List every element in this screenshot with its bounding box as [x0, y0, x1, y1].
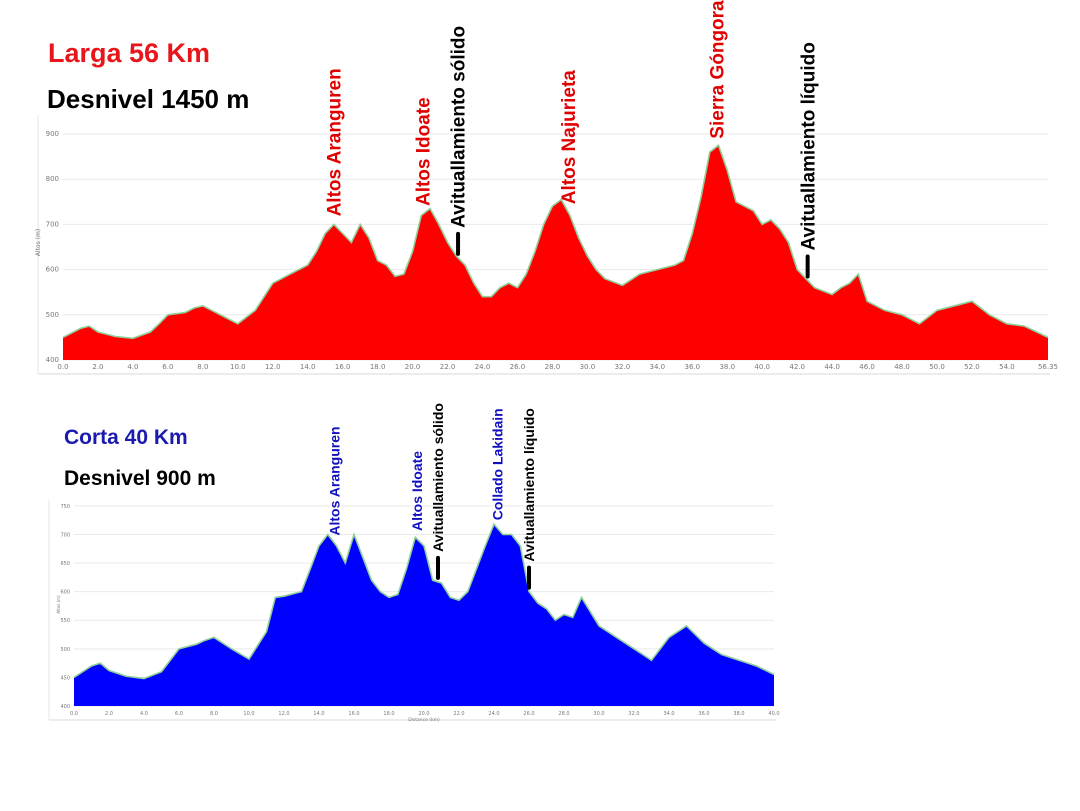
peak-label: Altos Aranguren [327, 426, 343, 535]
y-tick-label: 600 [60, 590, 70, 596]
x-tick-label: 28.0 [545, 363, 561, 371]
x-tick-label: 10.0 [243, 711, 254, 717]
y-axis-label: Altos (m) [35, 229, 42, 256]
peak-label: Sierra Góngora [707, 0, 728, 139]
peak-label: Altos Najurieta [559, 70, 580, 205]
x-tick-label: 26.0 [523, 711, 534, 717]
x-tick-label: 12.0 [265, 363, 281, 371]
y-tick-label: 500 [46, 311, 59, 319]
elevation-line [73, 522, 775, 680]
y-tick-label: 500 [60, 647, 70, 653]
x-tick-label: 20.0 [418, 711, 429, 717]
x-tick-label: 32.0 [628, 711, 639, 717]
y-tick-label: 450 [60, 675, 70, 681]
x-tick-label: 26.0 [510, 363, 526, 371]
x-tick-label: 2.0 [105, 711, 113, 717]
peak-label: Altos Aranguren [325, 68, 346, 216]
x-tick-label: 54.0 [999, 363, 1015, 371]
peak-label: Collado Lakidain [489, 408, 505, 520]
x-tick-label: 0.0 [57, 363, 68, 371]
x-tick-label: 8.0 [197, 363, 208, 371]
peak-label: Altos Idoate [414, 97, 435, 206]
x-tick-label: 50.0 [929, 363, 945, 371]
y-tick-label: 550 [60, 618, 70, 624]
y-axis-label: Altos (m) [56, 595, 61, 614]
x-tick-label: 22.0 [440, 363, 456, 371]
elevation-area [63, 145, 1048, 360]
x-tick-label: 18.0 [370, 363, 386, 371]
y-tick-label: 750 [60, 504, 70, 510]
elevation-area [74, 524, 774, 706]
x-tick-label: 14.0 [313, 711, 324, 717]
x-tick-label: 44.0 [824, 363, 840, 371]
y-tick-label: 650 [60, 561, 70, 567]
x-tick-label: 22.0 [453, 711, 464, 717]
elevation-line [62, 143, 1049, 340]
y-tick-label: 800 [46, 175, 59, 183]
y-tick-label: 400 [46, 356, 59, 364]
x-tick-label: 6.0 [162, 363, 173, 371]
x-tick-label: 30.0 [580, 363, 596, 371]
x-tick-label: 8.0 [210, 711, 218, 717]
y-tick-label: 400 [60, 704, 70, 710]
x-tick-label: 4.0 [140, 711, 148, 717]
short-route-elevation-gain: Desnivel 900 m [64, 467, 216, 490]
supply-point-label: Avituallamiento sólido [430, 403, 446, 552]
x-tick-label: 48.0 [894, 363, 910, 371]
x-tick-label: 4.0 [127, 363, 138, 371]
x-tick-label: 16.0 [335, 363, 351, 371]
x-tick-label: 0.0 [70, 711, 78, 717]
long-route-title: Larga 56 Km [48, 38, 211, 68]
supply-point-label: Avituallamiento líquido [521, 408, 537, 562]
x-tick-label: 20.0 [405, 363, 421, 371]
x-tick-label: 40.0 [754, 363, 770, 371]
y-tick-label: 700 [60, 532, 70, 538]
x-tick-label: 36.0 [684, 363, 700, 371]
x-tick-label: 28.0 [558, 711, 569, 717]
supply-point-label: Avituallamiento líquido [798, 42, 819, 250]
y-tick-label: 900 [46, 130, 59, 138]
x-tick-label: 36.0 [698, 711, 709, 717]
x-tick-label: 52.0 [964, 363, 980, 371]
x-tick-label: 38.0 [733, 711, 744, 717]
x-tick-label: 10.0 [230, 363, 246, 371]
long-route-elevation-gain: Desnivel 1450 m [47, 84, 250, 114]
y-tick-label: 600 [46, 266, 59, 274]
x-tick-label: 56.35 [1038, 363, 1058, 371]
x-tick-label: 14.0 [300, 363, 316, 371]
y-tick-label: 700 [46, 220, 59, 228]
x-axis-label: Distance (km) [408, 717, 440, 723]
x-tick-label: 32.0 [615, 363, 631, 371]
x-tick-label: 16.0 [348, 711, 359, 717]
short-route-title: Corta 40 Km [64, 426, 188, 449]
x-tick-label: 40.0 [768, 711, 779, 717]
peak-label: Altos Idoate [409, 451, 425, 531]
x-tick-label: 18.0 [383, 711, 394, 717]
supply-point-label: Avituallamiento sólido [449, 26, 470, 228]
x-tick-label: 2.0 [92, 363, 103, 371]
x-tick-label: 34.0 [650, 363, 666, 371]
x-tick-label: 24.0 [475, 363, 491, 371]
x-tick-label: 30.0 [593, 711, 604, 717]
x-tick-label: 38.0 [719, 363, 735, 371]
x-tick-label: 42.0 [789, 363, 805, 371]
x-tick-label: 46.0 [859, 363, 875, 371]
x-tick-label: 34.0 [663, 711, 674, 717]
x-tick-label: 24.0 [488, 711, 499, 717]
x-tick-label: 12.0 [278, 711, 289, 717]
x-tick-label: 6.0 [175, 711, 183, 717]
